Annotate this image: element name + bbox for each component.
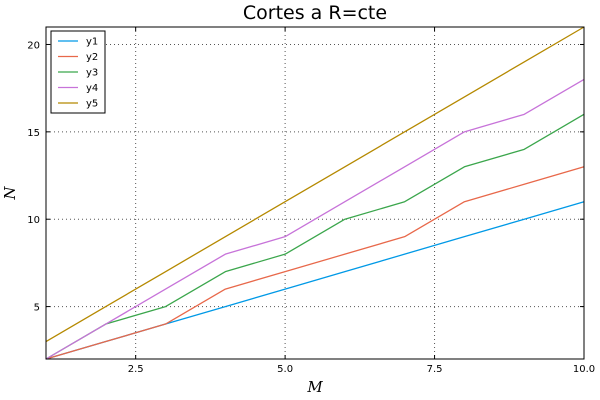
- series-line-y2: [45, 166, 585, 360]
- y-tick-label: 15: [27, 128, 40, 139]
- plot-frame: [45, 26, 585, 360]
- x-axis-label: M: [306, 378, 323, 396]
- y-tick-label: 20: [27, 40, 40, 51]
- y-tick-label: 10: [27, 215, 40, 226]
- legend-label-y3: y3: [86, 68, 98, 79]
- legend-label-y1: y1: [86, 37, 98, 48]
- x-tick-label: 10.0: [573, 364, 595, 375]
- chart-title: Cortes a R=cte: [243, 2, 387, 24]
- legend-label-y5: y5: [86, 99, 98, 110]
- x-tick-label: 5.0: [277, 364, 293, 375]
- x-tick-label: 7.5: [427, 364, 443, 375]
- series-line-y5: [45, 26, 585, 343]
- legend: y1 y2 y3 y4 y5: [50, 30, 106, 114]
- y-tick-label: 5: [34, 303, 40, 314]
- series-line-y3: [45, 113, 585, 360]
- x-tick-label: 2.5: [128, 364, 144, 375]
- series-line-y4: [45, 78, 585, 360]
- y-axis-label: N: [1, 186, 19, 201]
- grid: [46, 27, 584, 359]
- legend-label-y4: y4: [86, 83, 98, 94]
- legend-label-y2: y2: [86, 52, 98, 63]
- series-lines: [45, 26, 585, 360]
- axis-ticks: 2.5 5.0 7.5 10.0 5 10 15 20: [27, 27, 595, 375]
